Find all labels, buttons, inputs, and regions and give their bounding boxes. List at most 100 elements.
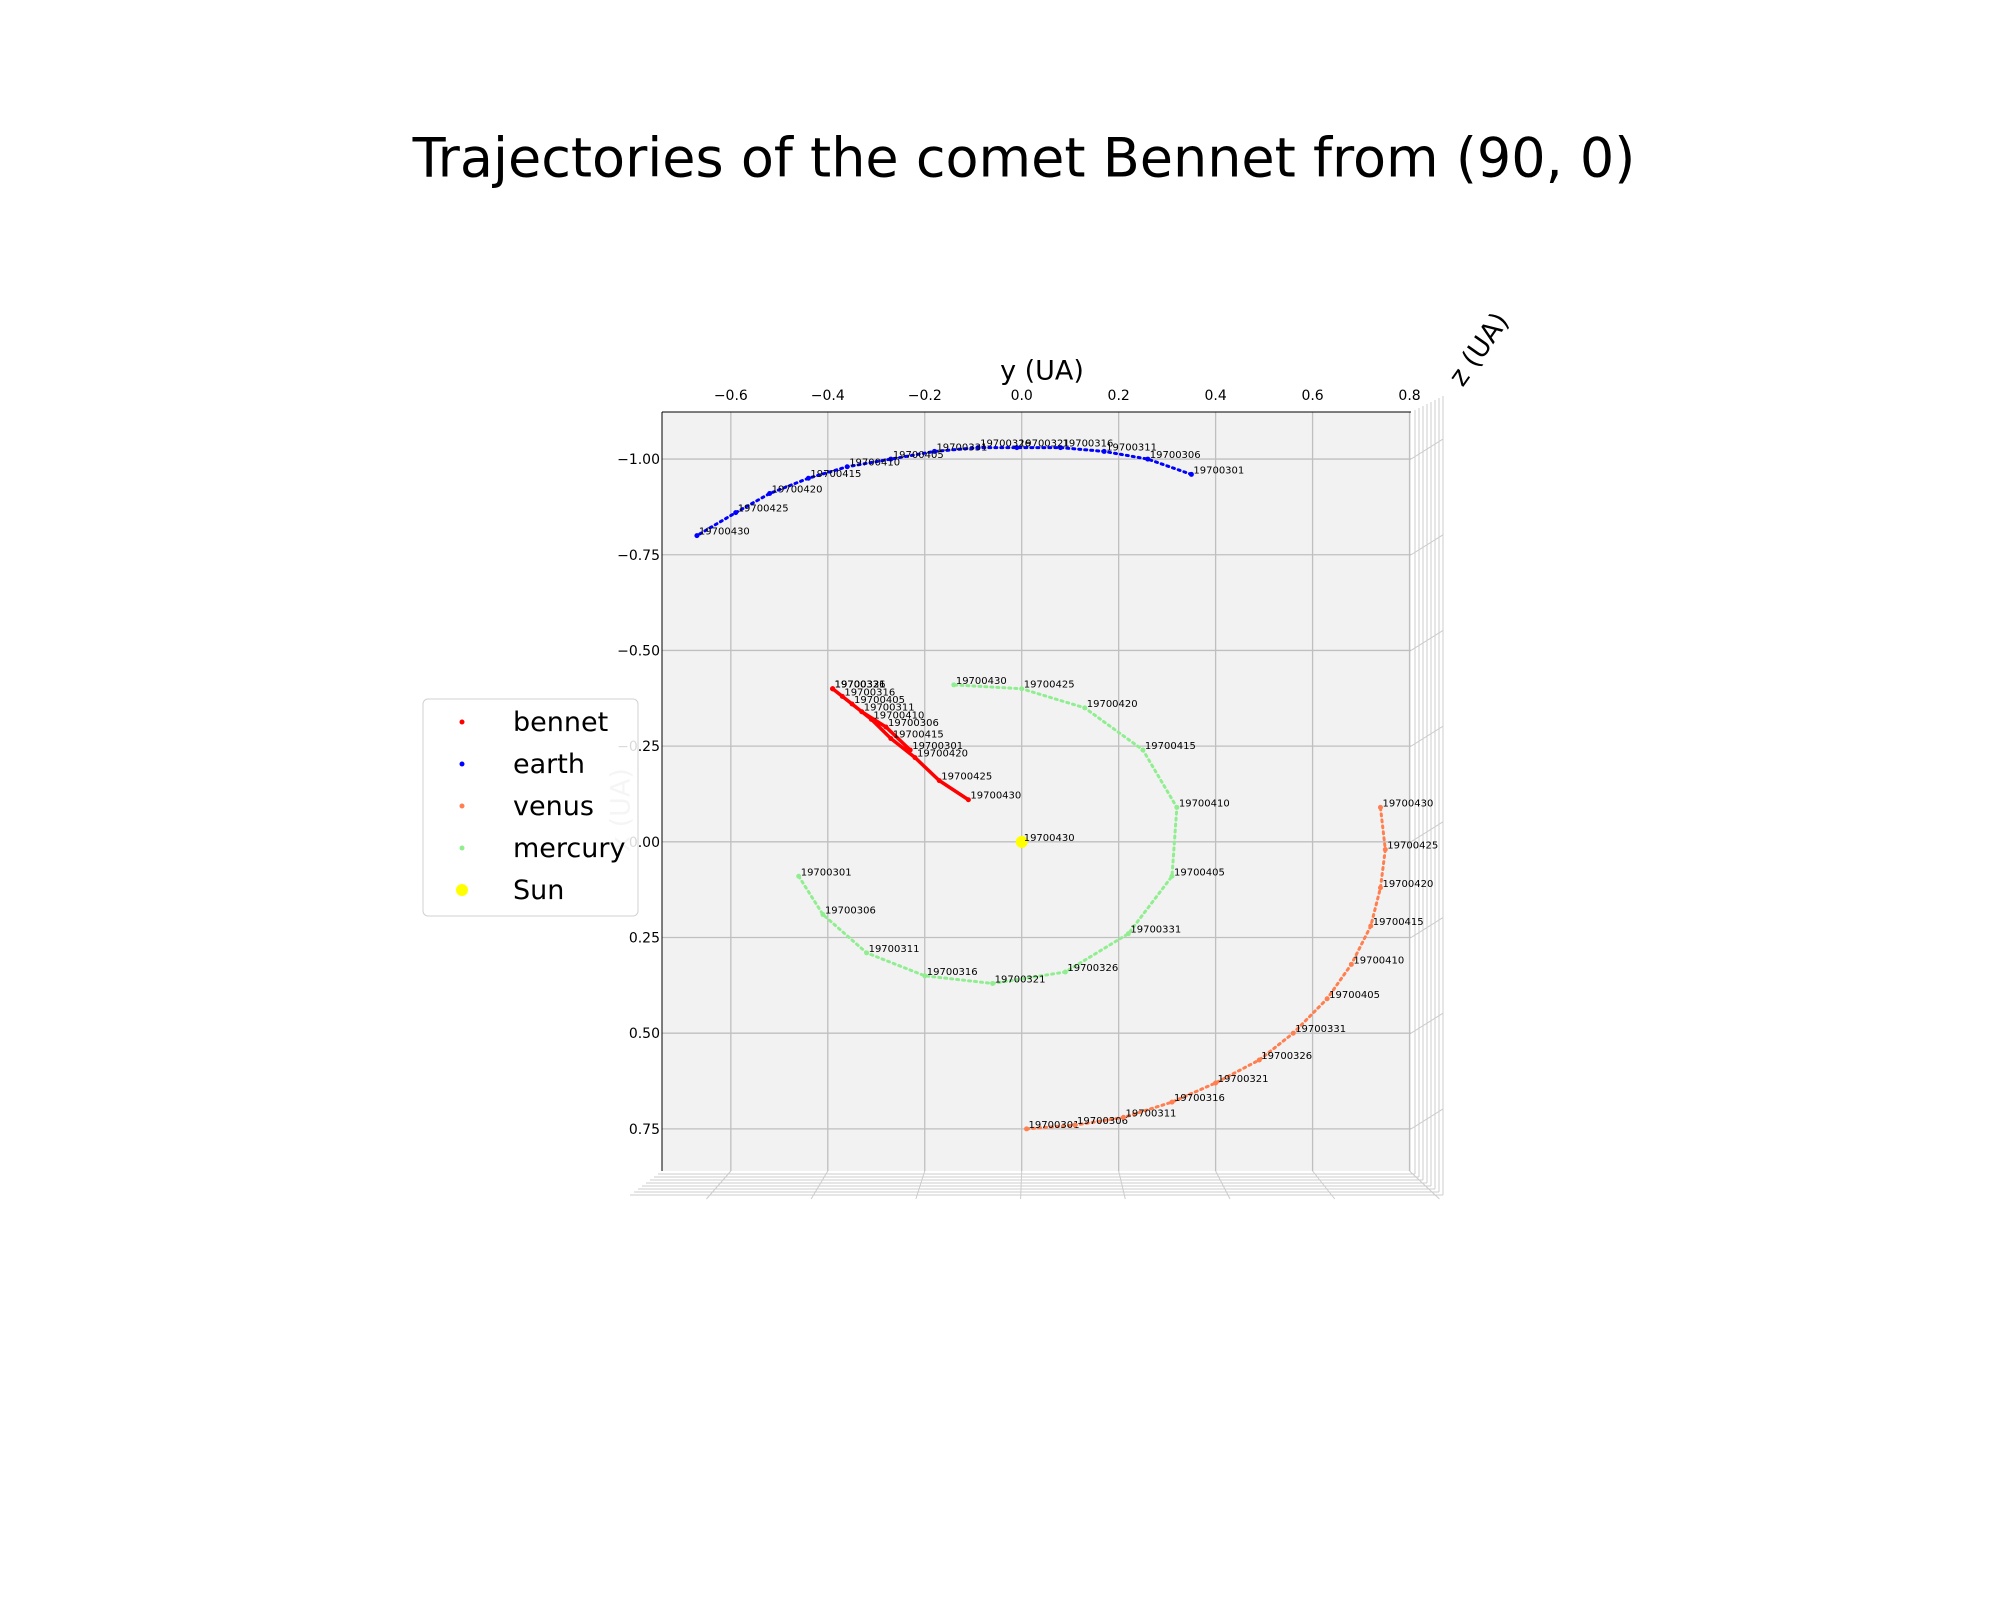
legend-label: venus	[513, 791, 594, 822]
series: 1970030119700306197003111970031619700321…	[830, 680, 1021, 803]
point-label: 19700321	[1019, 439, 1070, 450]
point-label: 19700430	[956, 676, 1007, 687]
point-label: 19700326	[980, 439, 1031, 450]
point	[1169, 1099, 1175, 1105]
point	[868, 716, 874, 722]
point	[1188, 471, 1194, 477]
point-label: 19700311	[1106, 442, 1157, 453]
point	[951, 682, 957, 688]
point	[1174, 804, 1180, 810]
point-label: 19700301	[801, 867, 852, 878]
point	[990, 980, 996, 986]
legend-marker	[456, 884, 468, 896]
point-label: 19700405	[1329, 990, 1380, 1001]
depth-line	[1410, 438, 1444, 460]
point-label: 19700316	[1174, 1093, 1225, 1104]
point	[1014, 445, 1020, 451]
point-label: 19700306	[888, 718, 939, 729]
point-label: 19700331	[835, 680, 886, 691]
point	[1019, 686, 1025, 692]
point-label: 19700410	[873, 710, 924, 721]
point-label: 19700306	[1150, 450, 1201, 461]
point-label: 19700311	[1126, 1108, 1177, 1119]
legend-marker	[459, 761, 465, 767]
legend-label: bennet	[513, 707, 608, 738]
x-tick-label: 0.4	[1204, 388, 1226, 404]
point-label: 19700321	[1218, 1074, 1269, 1085]
point-label: 19700430	[1382, 798, 1433, 809]
point-label: 19700425	[1024, 680, 1075, 691]
point-label: 19700316	[1062, 439, 1113, 450]
point	[1145, 456, 1151, 462]
point	[1125, 931, 1131, 937]
point-label: 19700301	[1029, 1120, 1080, 1131]
point-label: 19700405	[893, 450, 944, 461]
x-tick-label: −0.4	[811, 388, 845, 404]
point	[694, 533, 700, 539]
point	[1140, 747, 1146, 753]
floor-line	[1312, 1170, 1336, 1200]
point-label: 19700301	[912, 741, 963, 752]
point	[805, 475, 811, 481]
point-label: 19700410	[1179, 798, 1230, 809]
point-label: 19700321	[995, 974, 1046, 985]
point	[767, 491, 773, 497]
point	[1213, 1080, 1219, 1086]
point-label: 19700430	[699, 527, 750, 538]
series: 1970030119700306197003111970031619700321…	[694, 439, 1244, 539]
floor-line	[810, 1170, 829, 1200]
depth-line	[1410, 534, 1444, 556]
z-axis-label: z (UA)	[1443, 307, 1515, 392]
point-label: 19700420	[917, 749, 968, 760]
series: 19700430	[1015, 833, 1075, 848]
y-tick-label: −0.50	[617, 643, 660, 659]
y-tick-label: 0.50	[629, 1026, 660, 1042]
point	[844, 464, 850, 470]
point	[1169, 873, 1175, 879]
point-label: 19700316	[844, 687, 895, 698]
point	[907, 747, 913, 753]
point-label: 19700425	[941, 772, 992, 783]
point	[1368, 923, 1374, 929]
legend-marker	[459, 719, 465, 725]
x-axis-label: y (UA)	[1000, 356, 1084, 387]
point	[931, 448, 937, 454]
x-tick-label: 0.0	[1011, 388, 1033, 404]
x-tick-label: −0.6	[714, 388, 748, 404]
depth-line	[1410, 725, 1444, 747]
point	[820, 912, 826, 918]
point-label: 19700415	[1145, 741, 1196, 752]
depth-line	[1410, 821, 1444, 843]
point	[965, 797, 971, 803]
point-label: 19700415	[1373, 917, 1424, 928]
point-label: 19700405	[854, 695, 905, 706]
point-label: 19700331	[936, 442, 987, 453]
x-tick-label: 0.2	[1108, 388, 1130, 404]
legend-marker	[459, 803, 465, 809]
point	[849, 701, 855, 707]
point-label: 19700430	[1024, 833, 1075, 844]
point	[975, 445, 981, 451]
point	[922, 973, 928, 979]
point	[1290, 1030, 1296, 1036]
point-label: 19700326	[1067, 963, 1118, 974]
point-label: 19700410	[849, 458, 900, 469]
legend-label: Sun	[513, 875, 564, 906]
chart-title: Trajectories of the comet Bennet from (9…	[412, 127, 1636, 190]
point	[888, 456, 894, 462]
point	[1057, 445, 1063, 451]
point	[1121, 1114, 1127, 1120]
legend-label: mercury	[513, 833, 625, 864]
depth-line	[1410, 630, 1444, 651]
point-label: 19700420	[1382, 879, 1433, 890]
point-label: 19700306	[825, 906, 876, 917]
floor-line	[1118, 1170, 1126, 1200]
x-tick-label: 0.6	[1301, 388, 1323, 404]
floor-line	[1020, 1170, 1023, 1200]
x-tick-label: 0.8	[1398, 388, 1420, 404]
point	[1324, 996, 1330, 1002]
point	[1015, 835, 1028, 848]
point-label: 19700311	[869, 944, 920, 955]
depth-line	[1410, 1108, 1444, 1130]
depth-line	[1410, 1012, 1444, 1034]
